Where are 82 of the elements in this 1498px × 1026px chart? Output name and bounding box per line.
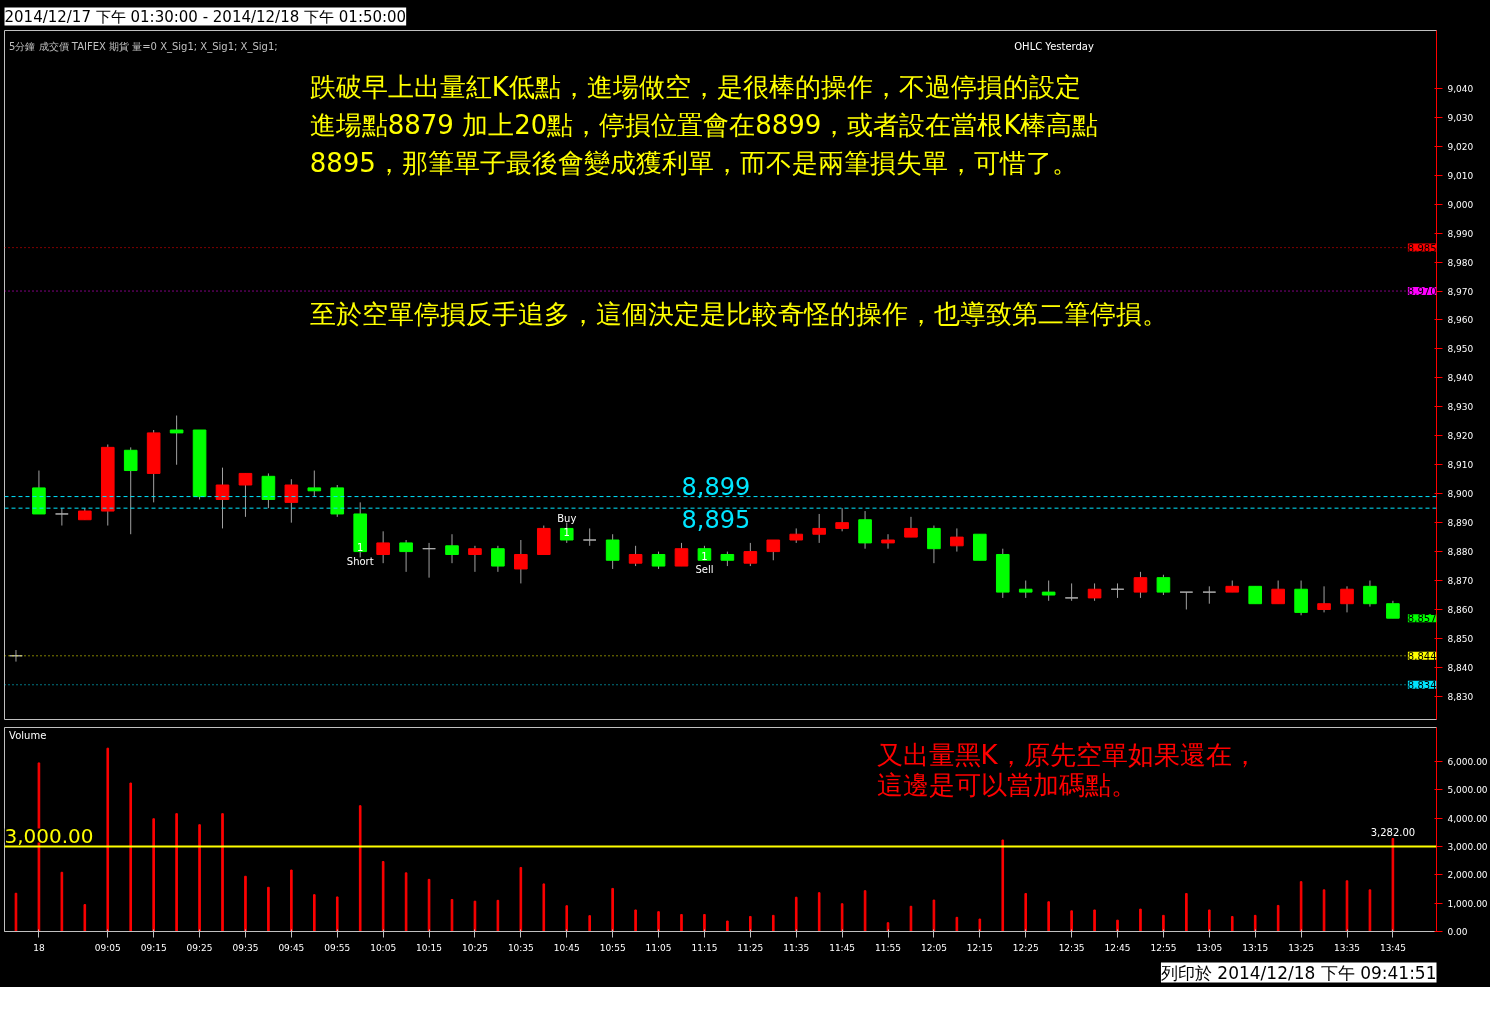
ref-line-label: 8,899 bbox=[681, 472, 751, 501]
data-label: 3,282.00 bbox=[1370, 826, 1416, 838]
y-tick-label: 9,000 bbox=[1447, 199, 1474, 210]
ref-line-label: 3,000.00 bbox=[4, 823, 94, 848]
x-tick-label: 09:05 bbox=[94, 942, 121, 953]
y-tick-label: 9,040 bbox=[1447, 83, 1474, 94]
y-tick-label: 8,990 bbox=[1447, 228, 1474, 239]
text: 列印於 2014/12/18 下午 09:41:51 bbox=[1160, 962, 1437, 983]
annotation: 8,857 bbox=[1407, 613, 1437, 625]
y-tick-label: 8,960 bbox=[1447, 315, 1474, 326]
annotation: 8895，那筆單子最後會變成獲利單，而不是兩筆損失單，可惜了。 bbox=[309, 147, 1078, 178]
x-tick-label: 18 bbox=[33, 942, 45, 953]
y-tick-label: 8,970 bbox=[1447, 286, 1474, 297]
y-tick-label: 1,000.00 bbox=[1447, 898, 1488, 909]
ref-line-label: 8,895 bbox=[681, 506, 751, 535]
x-tick-label: 11:15 bbox=[691, 942, 718, 953]
x-tick-label: 11:35 bbox=[783, 942, 810, 953]
x-tick-label: 10:45 bbox=[553, 942, 580, 953]
annotation: Buy 1 bbox=[557, 513, 577, 538]
annotation: 至於空單停損反手追多，這個決定是比較奇怪的操作，也導致第二筆停損。 bbox=[309, 299, 1168, 330]
x-tick-label: 12:35 bbox=[1058, 942, 1085, 953]
y-tick-label: 8,930 bbox=[1447, 402, 1474, 413]
y-tick-label: 9,010 bbox=[1447, 170, 1474, 181]
x-tick-label: 12:45 bbox=[1104, 942, 1131, 953]
y-tick-label: 8,860 bbox=[1447, 604, 1474, 615]
annotation: 跌破早上出量紅K低點，進場做空，是很棒的操作，不過停損的設定 bbox=[309, 71, 1081, 102]
ref-line-label: 8,844 bbox=[1407, 650, 1437, 662]
annotation: 5分鐘 成交價 TAIFEX 期貨 量=0 X_Sig1; X_Sig1; X_Sig1; bbox=[9, 40, 278, 53]
y-tick-label: 8,980 bbox=[1447, 257, 1474, 268]
x-tick-label: 11:25 bbox=[737, 942, 764, 953]
x-tick-label: 13:45 bbox=[1379, 942, 1406, 953]
x-tick-label: 10:05 bbox=[370, 942, 397, 953]
y-tick-label: 2,000.00 bbox=[1447, 870, 1488, 881]
x-tick-label: 13:25 bbox=[1288, 942, 1315, 953]
ref-line-label: 8,970 bbox=[1407, 286, 1437, 298]
y-tick-label: 8,830 bbox=[1447, 691, 1474, 702]
x-tick-label: 13:05 bbox=[1196, 942, 1223, 953]
y-tick-label: 8,950 bbox=[1447, 344, 1474, 355]
y-tick-label: 3,000.00 bbox=[1447, 842, 1488, 852]
x-tick-label: 12:15 bbox=[966, 942, 993, 953]
annotation: 進場點8879 加上20點，停損位置會在8899，或者設在當根K棒高點 bbox=[309, 109, 1099, 140]
y-tick-label: 8,920 bbox=[1447, 431, 1474, 442]
x-tick-label: 09:55 bbox=[324, 942, 351, 953]
x-tick-label: 11:55 bbox=[875, 942, 901, 953]
y-tick-label: 8,890 bbox=[1447, 518, 1474, 529]
y-tick-label: 5,000.00 bbox=[1447, 785, 1488, 796]
y-tick-label: 0.00 bbox=[1447, 927, 1468, 937]
y-tick-label: 9,020 bbox=[1447, 141, 1474, 152]
x-tick-label: 10:35 bbox=[507, 942, 534, 953]
y-tick-label: 8,880 bbox=[1447, 547, 1474, 558]
y-tick-label: 9,030 bbox=[1447, 112, 1474, 123]
y-tick-label: 4,000.00 bbox=[1447, 813, 1488, 824]
y-tick-label: 6,000.00 bbox=[1447, 757, 1488, 767]
x-tick-label: 09:25 bbox=[186, 942, 213, 953]
y-tick-label: 8,870 bbox=[1447, 576, 1474, 587]
y-tick-label: 8,940 bbox=[1447, 373, 1474, 384]
annotation: 1 Sell bbox=[695, 551, 714, 576]
x-tick-label: 13:35 bbox=[1334, 942, 1360, 953]
ref-line-label: 8,985 bbox=[1407, 242, 1437, 254]
annotation: OHLC Yesterday bbox=[1014, 40, 1094, 52]
x-tick-label: 13:15 bbox=[1242, 942, 1269, 953]
x-tick-label: 12:05 bbox=[920, 942, 947, 953]
annotation: 這邊是可以當加碼點。 bbox=[876, 770, 1137, 801]
x-tick-label: 10:15 bbox=[416, 942, 443, 953]
x-tick-label: 11:05 bbox=[645, 942, 672, 953]
annotation: 又出量黑K，原先空單如果還在， bbox=[876, 739, 1258, 770]
y-tick-label: 8,840 bbox=[1447, 662, 1474, 673]
annotation: 1 Short bbox=[346, 542, 374, 567]
x-tick-label: 09:35 bbox=[232, 942, 259, 953]
x-tick-label: 10:25 bbox=[461, 942, 488, 953]
y-tick-label: 8,850 bbox=[1447, 633, 1474, 644]
ref-line-label: 8,834 bbox=[1407, 679, 1437, 691]
x-tick-label: 11:45 bbox=[829, 942, 856, 953]
x-tick-label: 12:25 bbox=[1012, 942, 1039, 953]
x-tick-label: 09:45 bbox=[278, 942, 305, 953]
x-tick-label: 10:55 bbox=[599, 942, 626, 953]
x-tick-label: 09:15 bbox=[140, 942, 167, 953]
y-tick-label: 8,900 bbox=[1447, 489, 1474, 500]
y-tick-label: 8,910 bbox=[1447, 460, 1474, 471]
annotation: Volume bbox=[9, 729, 47, 741]
x-tick-label: 12:55 bbox=[1150, 942, 1177, 953]
chart-title: 2014/12/17 下午 01:30:00 - 2014/12/18 下午 01:50:00 bbox=[4, 7, 407, 26]
